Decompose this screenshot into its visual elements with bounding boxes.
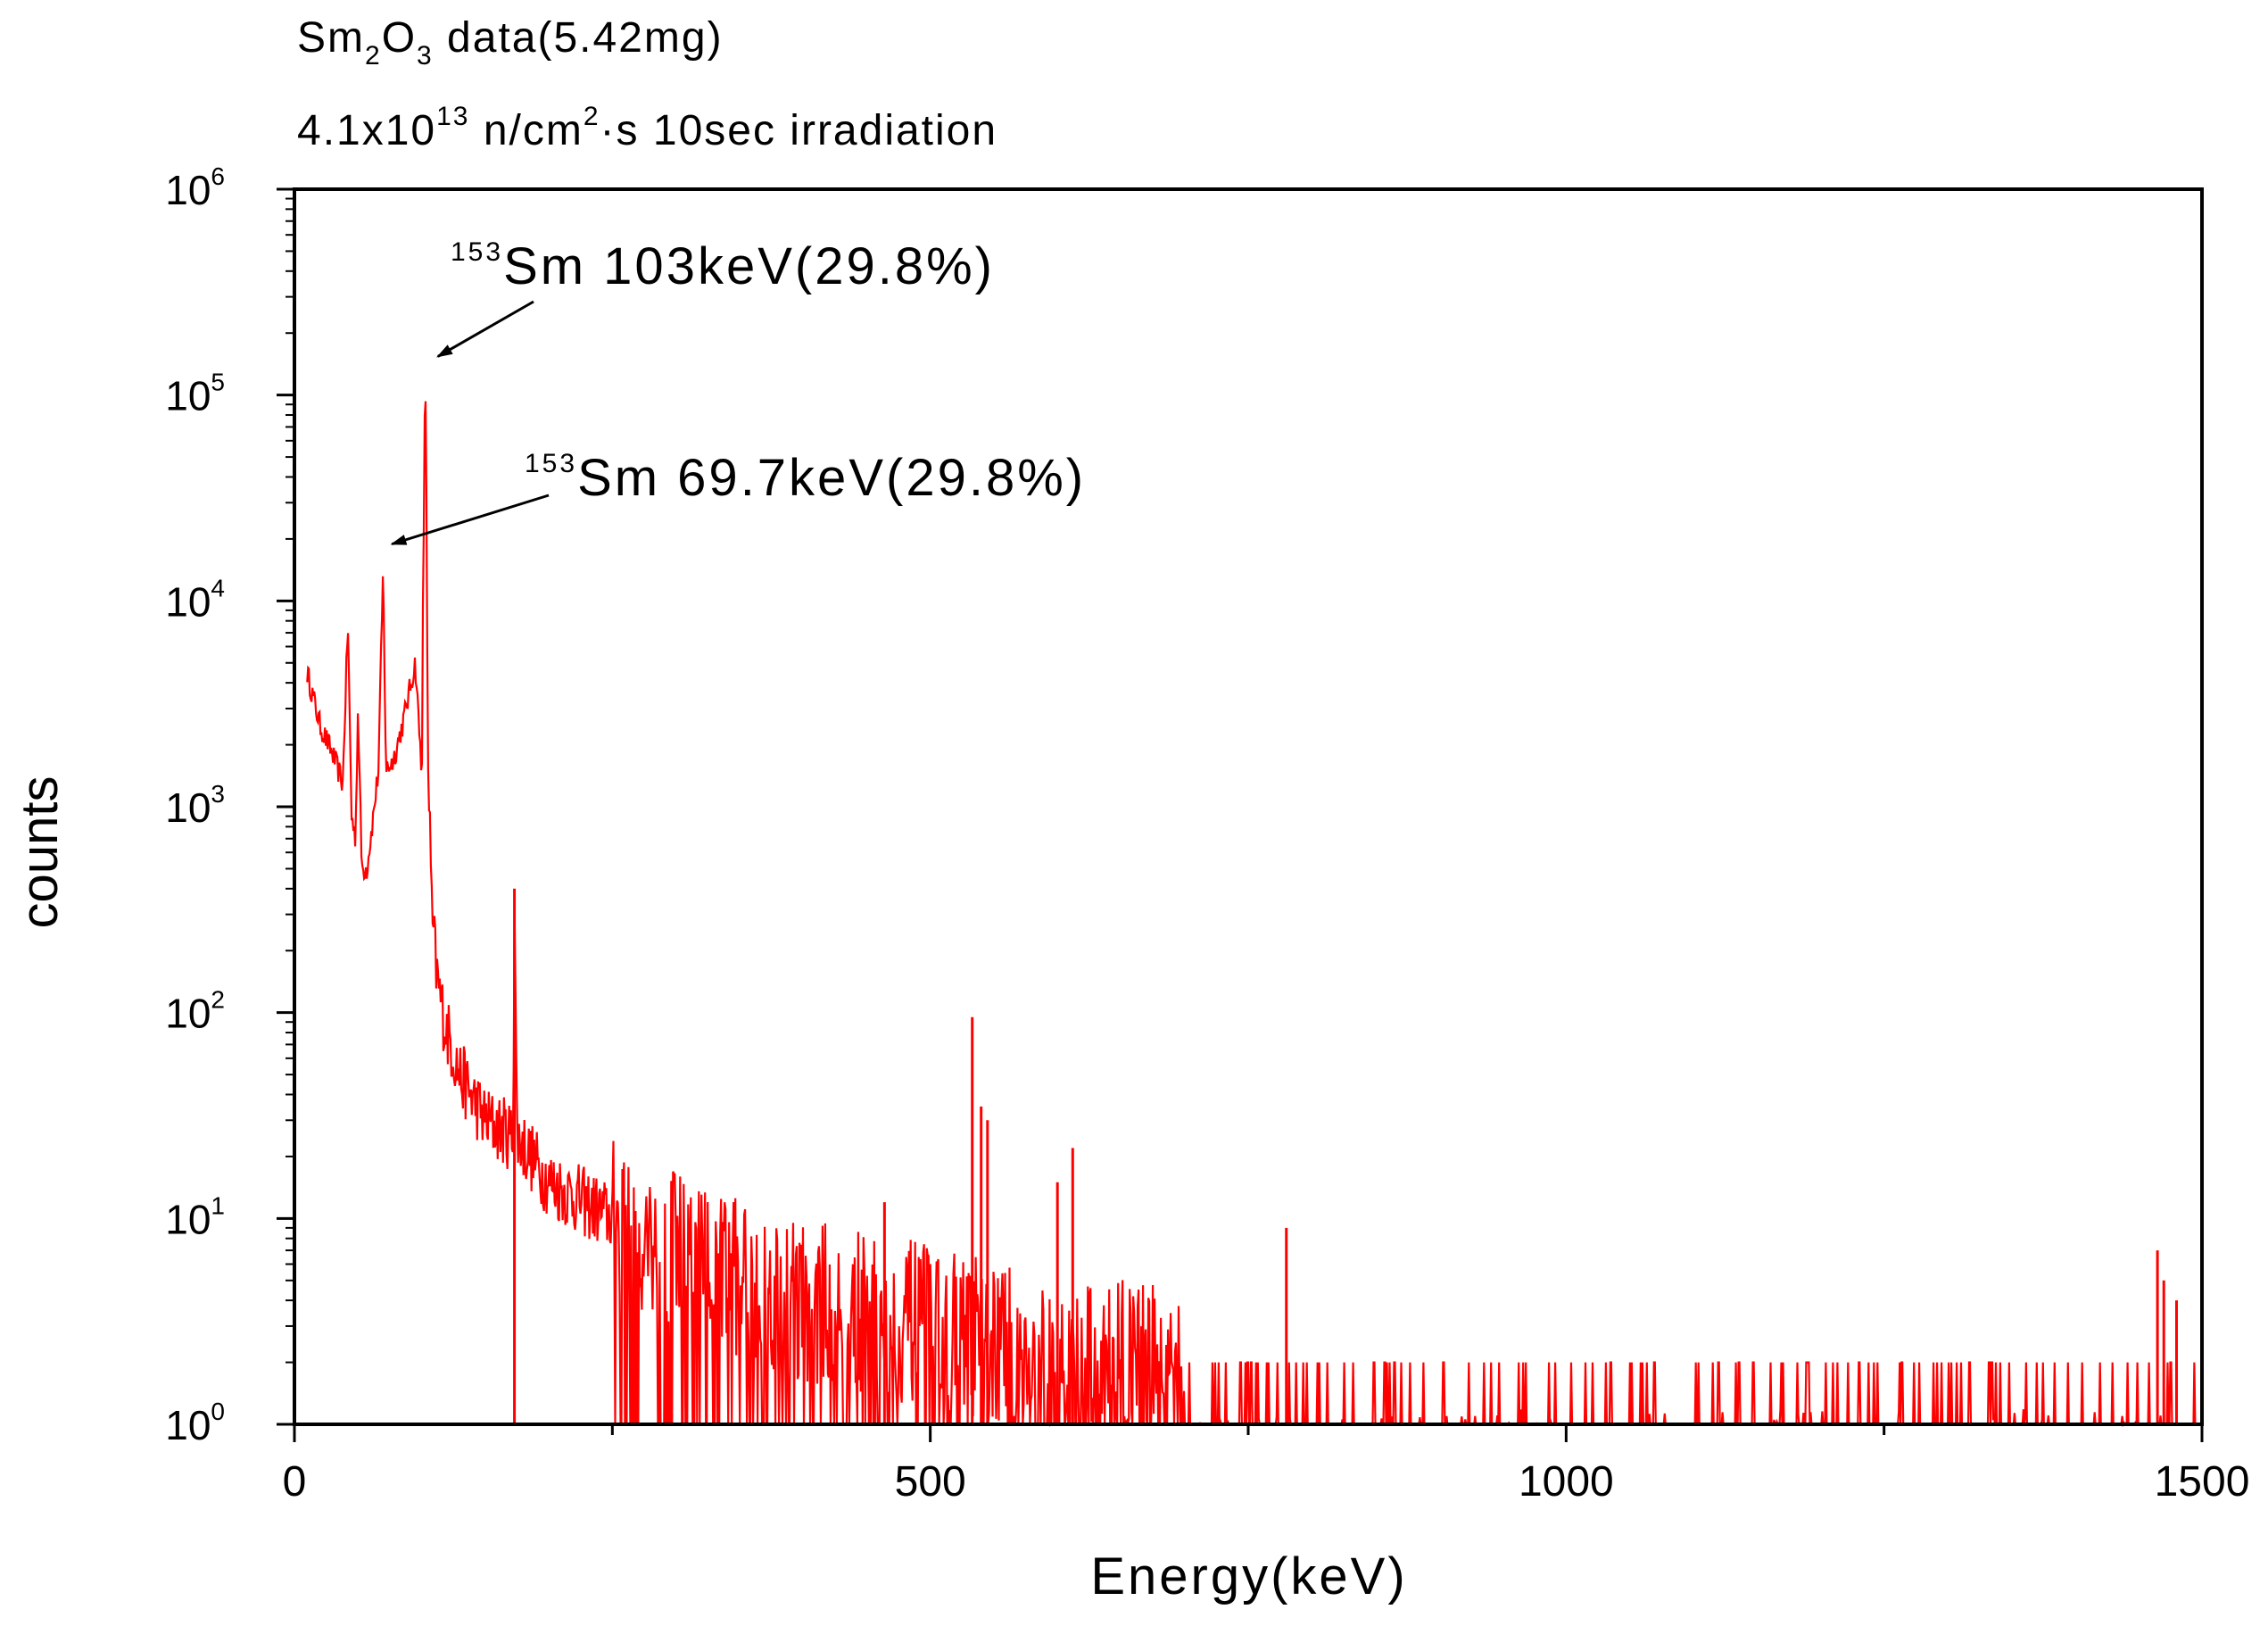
y-tick-label-3: 103 — [165, 780, 225, 831]
series-layer — [306, 401, 2202, 1428]
subtitle-b: n/cm — [470, 107, 584, 154]
annotation-arrow-1 — [390, 494, 550, 546]
title-sub2: 3 — [417, 41, 434, 71]
annotation-label-0: 153Sm 103keV(29.8%) — [451, 237, 995, 295]
y-tick-label-4: 104 — [165, 574, 225, 625]
series-line-0 — [306, 401, 2202, 1428]
x-tick-label-0: 0 — [283, 1458, 307, 1506]
subtitle-c: ·s 10sec irradiation — [600, 107, 998, 154]
x-tick-label-3: 1500 — [2155, 1458, 2250, 1506]
title-suffix: data(5.42mg) — [434, 14, 724, 62]
x-tick-label-2: 1000 — [1519, 1458, 1614, 1506]
title-mid: O — [382, 14, 417, 62]
y-tick-label-5: 105 — [165, 369, 225, 419]
y-tick-label-0: 100 — [165, 1398, 225, 1448]
y-tick-label-2: 102 — [165, 986, 225, 1037]
x-axis-label: Energy(keV) — [1090, 1547, 1407, 1605]
annotation-label-1: 153Sm 69.7keV(29.8%) — [525, 449, 1086, 507]
chart-subtitle: 4.1x1013 n/cm2·s 10sec irradiation — [297, 102, 997, 154]
annotation-layer: 153Sm 103keV(29.8%) 153Sm 69.7keV(29.8%) — [390, 237, 1086, 546]
subtitle-sup1: 13 — [436, 102, 469, 131]
subtitle-sup2: 2 — [584, 102, 600, 131]
title-sub1: 2 — [365, 41, 382, 71]
y-tick-label-6: 106 — [165, 162, 225, 213]
axes-layer: 0 500 1000 1500 100 101 102 103 104 105 106 — [165, 162, 2249, 1506]
plot-frame — [293, 187, 2204, 1426]
title-prefix: Sm — [297, 14, 365, 62]
x-tick-label-1: 500 — [895, 1458, 966, 1506]
chart-title: Sm2O3 data(5.42mg) — [297, 14, 724, 71]
y-axis-label: counts — [11, 776, 69, 929]
y-tick-label-1: 101 — [165, 1191, 225, 1242]
annotation-arrow-0 — [436, 300, 534, 358]
subtitle-a: 4.1x10 — [297, 107, 436, 154]
